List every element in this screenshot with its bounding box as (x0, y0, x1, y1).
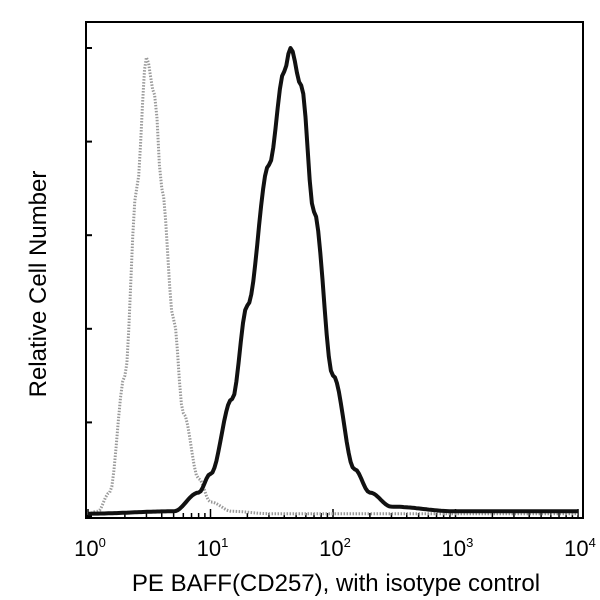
x-tick-base: 10 (74, 536, 98, 561)
x-tick-label: 103 (442, 535, 474, 561)
y-axis-ticks (86, 47, 92, 517)
x-tick-exponent: 1 (221, 535, 228, 550)
x-tick-exponent: 2 (344, 535, 351, 550)
curves (87, 46, 578, 516)
x-tick-base: 10 (319, 536, 343, 561)
x-tick-base: 10 (564, 536, 588, 561)
x-tick-base: 10 (197, 536, 221, 561)
x-tick-exponent: 3 (466, 535, 473, 550)
x-tick-label: 101 (197, 535, 229, 561)
x-tick-base: 10 (442, 536, 466, 561)
x-tick-exponent: 0 (99, 535, 106, 550)
isotype-control-curve (87, 55, 578, 516)
x-tick-exponent: 4 (589, 535, 596, 550)
x-axis-title: PE BAFF(CD257), with isotype control (132, 570, 540, 597)
plot-frame (85, 21, 584, 519)
x-tick-labels: 100 101 102 103 104 (74, 535, 596, 561)
y-axis-title: Relative Cell Number (25, 171, 52, 398)
x-tick-label: 102 (319, 535, 351, 561)
stained-curve (88, 46, 578, 516)
x-tick-label: 100 (74, 535, 106, 561)
x-tick-label: 104 (564, 535, 596, 561)
